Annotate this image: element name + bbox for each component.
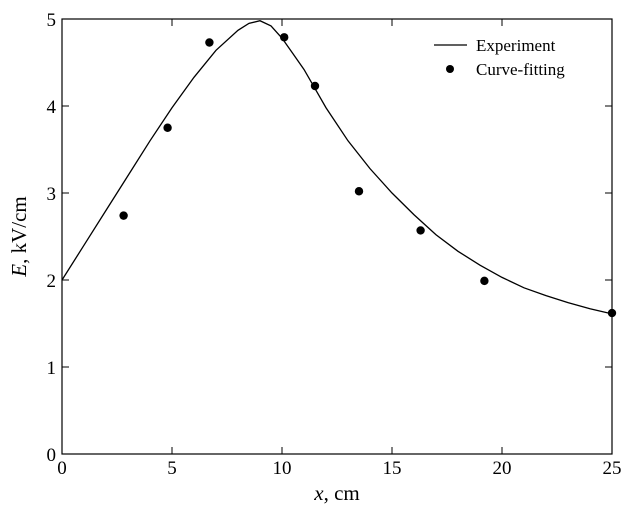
legend-dot-swatch <box>446 65 454 73</box>
x-tick-label: 0 <box>57 458 67 479</box>
x-tick-label: 20 <box>493 458 512 479</box>
data-point <box>163 123 172 132</box>
data-point <box>416 226 425 235</box>
x-tick-label: 10 <box>273 458 292 479</box>
data-point <box>607 308 617 318</box>
y-axis-label: E, kV/cm <box>7 196 31 277</box>
y-tick-label: 0 <box>47 445 57 466</box>
data-point <box>480 276 489 286</box>
data-point <box>119 211 128 220</box>
y-axis-unit: , kV/cm <box>7 196 31 264</box>
data-point <box>280 33 289 42</box>
x-tick-label: 5 <box>167 458 177 479</box>
data-point <box>205 38 214 47</box>
series-line-experiment <box>61 20 613 315</box>
y-tick-label: 3 <box>47 184 57 205</box>
x-axis-unit: , cm <box>324 481 360 505</box>
data-point <box>310 81 320 91</box>
x-axis-label: x, cm <box>313 481 359 505</box>
y-tick-label: 2 <box>47 271 57 292</box>
x-axis-var: x <box>313 481 324 505</box>
ticks <box>61 18 613 455</box>
y-tick-label: 5 <box>47 10 57 31</box>
y-tick-label: 1 <box>47 358 57 379</box>
data-point <box>354 187 364 196</box>
legend-label-curve-fitting: Curve-fitting <box>476 60 565 79</box>
series-points-curve-fitting <box>119 33 617 318</box>
x-tick-label: 15 <box>383 458 402 479</box>
tick-labels: 0 5 10 15 20 25 0 1 2 3 4 5 <box>47 10 622 479</box>
legend-label-experiment: Experiment <box>476 36 556 55</box>
plot-frame <box>61 18 613 455</box>
legend: Experiment Curve-fitting <box>434 36 565 79</box>
x-tick-label: 25 <box>603 458 622 479</box>
y-tick-label: 4 <box>47 97 57 118</box>
y-axis-var: E <box>7 264 31 278</box>
